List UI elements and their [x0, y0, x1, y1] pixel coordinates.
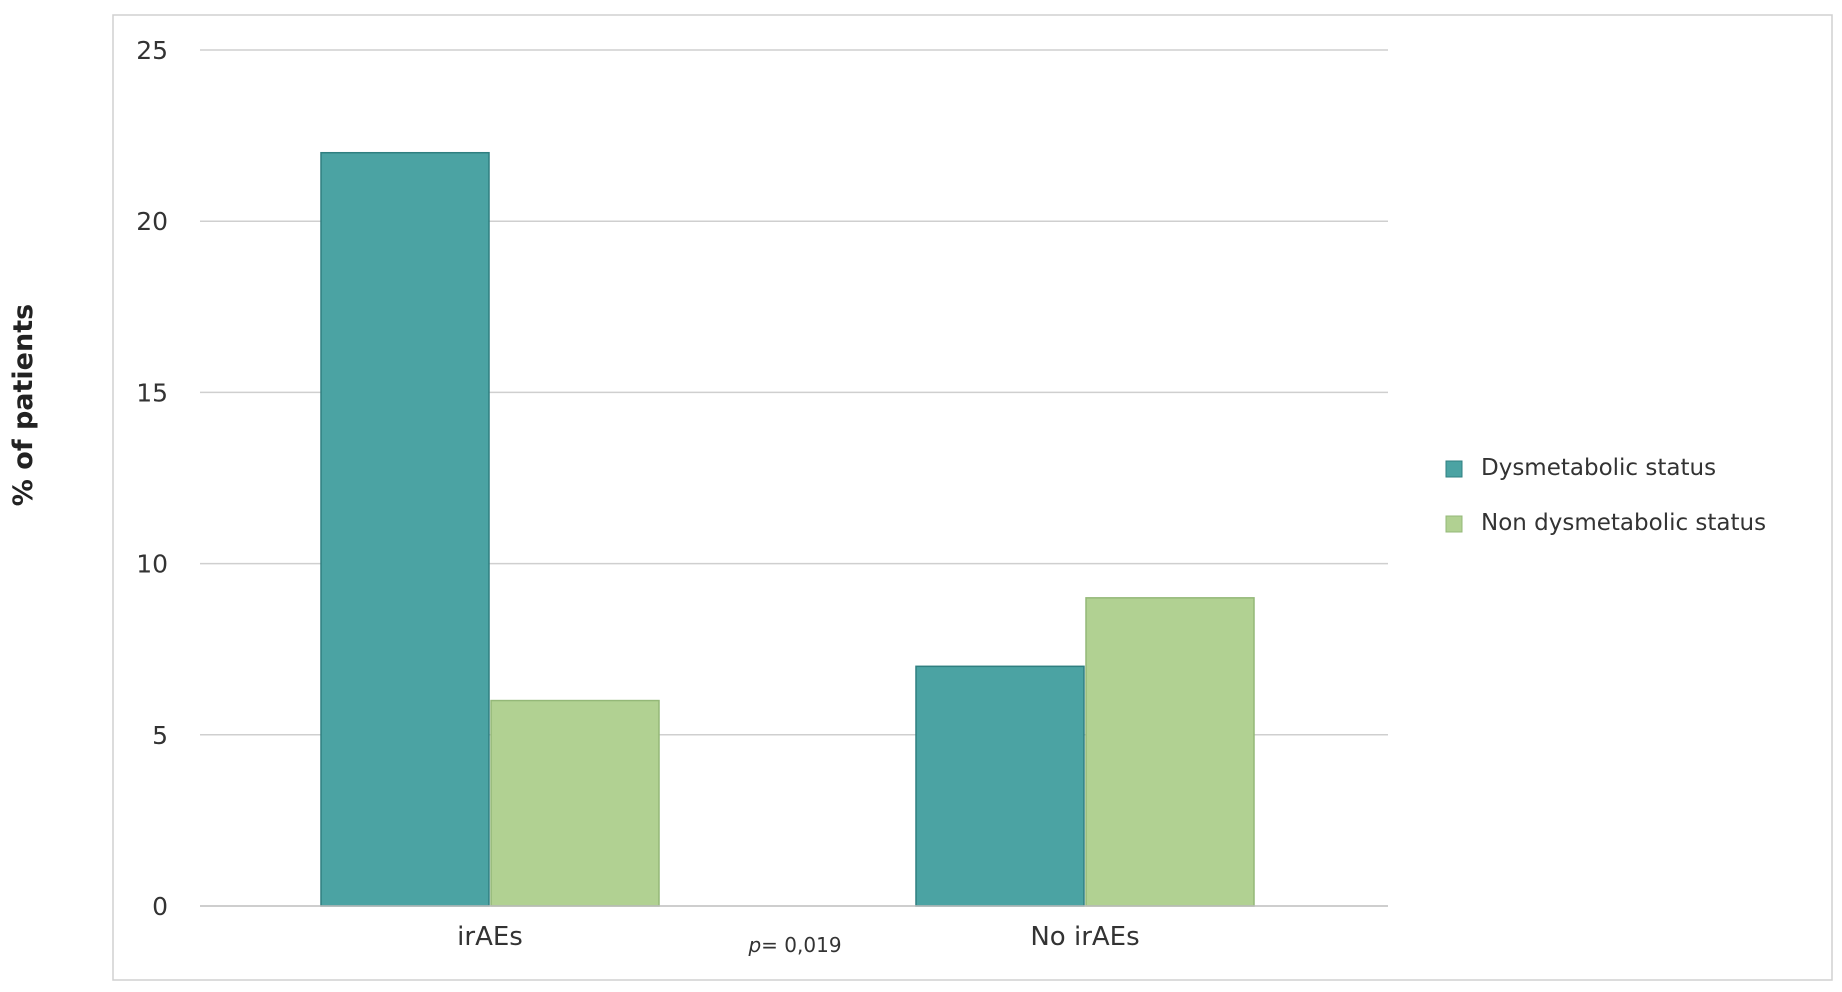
legend-label-non-dysmetabolic: Non dysmetabolic status [1481, 510, 1766, 536]
y-tick-label: 5 [152, 721, 168, 750]
y-tick-label: 10 [136, 550, 168, 579]
bars [320, 151, 1255, 907]
bar-no-iraes-dysmetabolic [915, 665, 1085, 907]
x-category-label: irAEs [457, 922, 523, 952]
x-category-label: No irAEs [1030, 922, 1139, 952]
p-value-text: = 0,019 [761, 933, 841, 957]
legend-swatch-non-dysmetabolic [1445, 515, 1463, 533]
bar-iraes-dysmetabolic [320, 151, 490, 907]
y-tick-label: 0 [152, 892, 168, 921]
y-tick-label: 20 [136, 207, 168, 236]
bar-no-iraes-non-dysmetabolic [1085, 597, 1255, 907]
y-tick-label: 15 [136, 378, 168, 407]
y-tick-label: 25 [136, 36, 168, 65]
legend: Dysmetabolic status Non dysmetabolic sta… [1445, 455, 1766, 536]
y-axis-label: % of patients [8, 304, 39, 506]
p-value-symbol: p [747, 933, 761, 957]
legend-swatch-dysmetabolic [1445, 460, 1463, 478]
p-value-annotation: p= 0,019 [747, 933, 841, 957]
svg-text:p= 0,019: p= 0,019 [747, 933, 841, 957]
bar-iraes-non-dysmetabolic [490, 699, 660, 907]
x-axis-categories: irAEs No irAEs [457, 922, 1139, 952]
legend-label-dysmetabolic: Dysmetabolic status [1481, 455, 1716, 481]
y-axis-ticks: 0 5 10 15 20 25 [136, 36, 168, 921]
